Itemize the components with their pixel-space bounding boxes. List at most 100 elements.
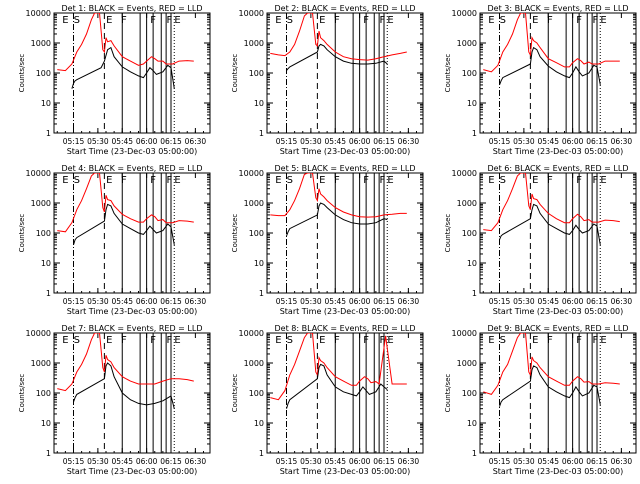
marker-letter: F [379,175,385,186]
marker-letter: E [106,15,112,26]
x-axis-label: Start Time (23-Dec-03 05:00:00) [280,147,411,156]
series-events-line [71,46,175,89]
y-axis-label: Counts/sec [444,54,452,93]
panel-4: 1 10 100 1000 10000 05:15 05:30 05:45 06:00 06:15… [18,164,211,316]
marker-letter: S [287,15,293,26]
y-axis-label: Counts/sec [18,374,26,413]
marker-letter: E [488,335,494,346]
y-tick-label: 100 [36,389,51,398]
panel-title: Det 3: BLACK = Events, RED = LLD [488,4,629,13]
marker-letter: F [576,175,582,186]
y-tick-label: 10 [254,259,264,268]
panel-title: Det 4: BLACK = Events, RED = LLD [62,164,203,173]
marker-letter: F [121,175,127,186]
x-tick-label: 05:45 [537,457,559,466]
x-tick-label: 06:30 [398,137,420,146]
series-events-line [73,203,175,246]
panel-title: Det 2: BLACK = Events, RED = LLD [275,4,416,13]
y-axis-label: Counts/sec [18,54,26,93]
y-tick-label: 1 [472,289,477,298]
x-tick-label: 06:00 [136,297,158,306]
x-tick-label: 05:30 [300,137,322,146]
plot-frame [266,332,424,454]
y-tick-label: 10000 [239,329,264,338]
marker-letter: F [166,175,172,186]
x-axis-label: Start Time (23-Dec-03 05:00:00) [67,467,198,476]
x-tick-label: 05:30 [513,457,535,466]
marker-letter: F [592,175,598,186]
x-tick-label: 05:15 [63,297,85,306]
plot-frame [53,172,211,294]
marker-letter: E [106,335,112,346]
x-tick-label: 06:30 [185,137,207,146]
marker-letter: F [334,175,340,186]
y-tick-label: 100 [462,229,477,238]
y-tick-label: 10 [467,99,477,108]
x-tick-label: 06:00 [136,137,158,146]
series-lld-line [57,13,194,72]
x-tick-label: 05:45 [111,137,133,146]
y-axis-label: Counts/sec [18,214,26,253]
y-tick-label: 1000 [31,39,51,48]
x-tick-label: 06:15 [586,137,608,146]
y-axis-label: Counts/sec [231,214,239,253]
x-tick-label: 05:30 [87,297,109,306]
y-tick-label: 10 [467,419,477,428]
marker-letter: F [379,335,385,346]
x-tick-label: 05:15 [489,137,511,146]
x-tick-label: 05:45 [324,457,346,466]
x-axis-label: Start Time (23-Dec-03 05:00:00) [493,467,624,476]
panel-title: Det 7: BLACK = Events, RED = LLD [62,324,203,333]
marker-letter: E [488,15,494,26]
series-lld-line [270,173,407,218]
marker-letter: F [334,15,340,26]
y-tick-label: 100 [36,69,51,78]
x-tick-label: 05:15 [276,297,298,306]
y-tick-label: 10000 [239,169,264,178]
x-axis-label: Start Time (23-Dec-03 05:00:00) [280,307,411,316]
x-tick-label: 06:30 [611,137,633,146]
marker-letter: E [174,335,180,346]
marker-letter: E [600,335,606,346]
y-tick-label: 1 [472,129,477,138]
y-tick-label: 1 [472,449,477,458]
panel-3: 1 10 100 1000 10000 05:15 05:30 05:45 06:00 06:15… [444,4,637,156]
marker-letter: F [592,15,598,26]
plot-frame [479,172,637,294]
series-events-line [286,202,388,237]
x-tick-label: 06:30 [185,297,207,306]
y-tick-label: 100 [462,389,477,398]
x-tick-label: 05:30 [300,297,322,306]
x-tick-label: 06:30 [185,457,207,466]
x-tick-label: 06:30 [398,297,420,306]
panel-6: 1 10 100 1000 10000 05:15 05:30 05:45 06:00 06:15… [444,164,637,316]
x-tick-label: 05:45 [111,297,133,306]
y-tick-label: 10000 [452,329,477,338]
marker-letter: F [379,15,385,26]
marker-letter: S [500,175,506,186]
panel-title: Det 8: BLACK = Events, RED = LLD [275,324,416,333]
marker-letter: S [287,335,293,346]
x-tick-label: 06:00 [562,457,584,466]
y-tick-label: 10000 [452,9,477,18]
marker-letter: E [275,15,281,26]
y-tick-label: 10 [254,419,264,428]
marker-letter: E [532,175,538,186]
y-tick-label: 10 [41,259,51,268]
x-tick-label: 05:45 [537,137,559,146]
y-tick-label: 10000 [452,169,477,178]
x-tick-label: 05:15 [276,457,298,466]
x-tick-label: 05:15 [63,457,85,466]
y-axis-label: Counts/sec [444,374,452,413]
marker-letter: E [275,175,281,186]
series-events-line [499,365,601,407]
series-events-line [499,203,601,245]
marker-letter: F [166,335,172,346]
panel-7: 1 10 100 1000 10000 05:15 05:30 05:45 06:00 06:15… [18,324,211,476]
y-tick-label: 1 [46,449,51,458]
marker-letter: F [547,335,553,346]
x-tick-label: 05:15 [489,297,511,306]
marker-letter: E [174,15,180,26]
x-tick-label: 05:30 [513,137,535,146]
